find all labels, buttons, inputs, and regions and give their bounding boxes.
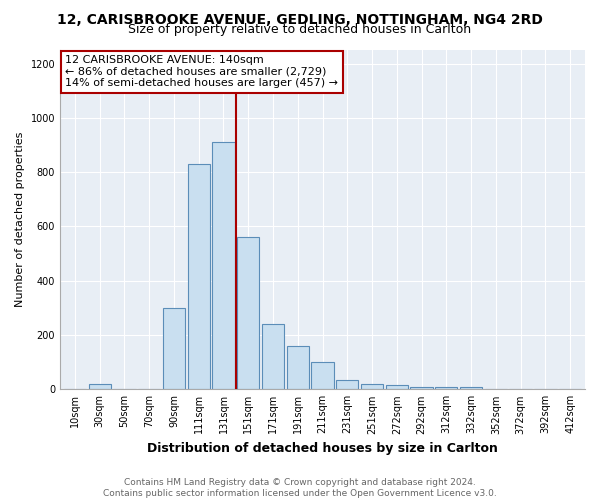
- Text: Contains HM Land Registry data © Crown copyright and database right 2024.
Contai: Contains HM Land Registry data © Crown c…: [103, 478, 497, 498]
- Bar: [460, 386, 482, 390]
- Bar: [188, 164, 210, 390]
- Bar: [386, 385, 408, 390]
- Y-axis label: Number of detached properties: Number of detached properties: [15, 132, 25, 308]
- Bar: [435, 386, 457, 390]
- Bar: [237, 238, 259, 390]
- Bar: [212, 142, 235, 390]
- Bar: [410, 386, 433, 390]
- Bar: [311, 362, 334, 390]
- Bar: [163, 308, 185, 390]
- Bar: [336, 380, 358, 390]
- Text: 12, CARISBROOKE AVENUE, GEDLING, NOTTINGHAM, NG4 2RD: 12, CARISBROOKE AVENUE, GEDLING, NOTTING…: [57, 12, 543, 26]
- Bar: [361, 384, 383, 390]
- Text: 12 CARISBROOKE AVENUE: 140sqm
← 86% of detached houses are smaller (2,729)
14% o: 12 CARISBROOKE AVENUE: 140sqm ← 86% of d…: [65, 55, 338, 88]
- Bar: [262, 324, 284, 390]
- X-axis label: Distribution of detached houses by size in Carlton: Distribution of detached houses by size …: [147, 442, 498, 455]
- Bar: [287, 346, 309, 390]
- Text: Size of property relative to detached houses in Carlton: Size of property relative to detached ho…: [128, 22, 472, 36]
- Bar: [89, 384, 111, 390]
